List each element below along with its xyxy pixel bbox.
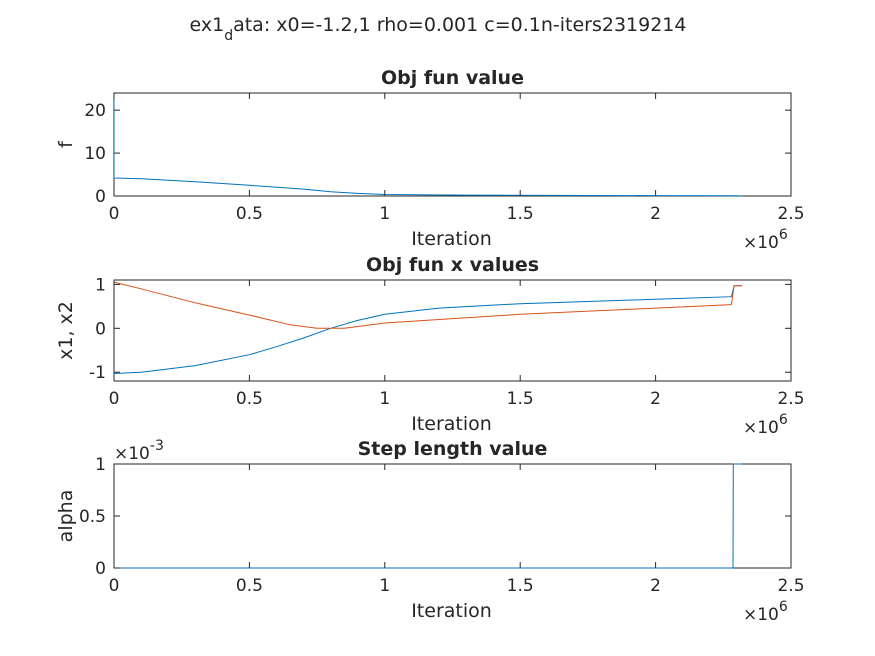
x-tick-label: 0: [109, 204, 120, 224]
y-tick-label: 0: [95, 187, 106, 207]
plot-area: [113, 92, 792, 197]
x-tick-label: 0: [109, 389, 120, 409]
subplot-1: 0 0.5 1 1.5 2 2.5 0 10 20 Obj fun value Iteration f…: [55, 67, 805, 253]
y-tick-label: 20: [84, 101, 106, 121]
y-tick-label: 1: [95, 455, 106, 475]
x-exponent-label: ×106: [743, 412, 788, 438]
x-tick-label: 0.5: [236, 389, 263, 409]
y-axis-label: alpha: [55, 490, 77, 543]
y-axis-label: x1, x2: [55, 301, 77, 360]
series-line-2: [114, 281, 742, 329]
x-tick-label: 0.5: [236, 576, 263, 596]
x-tick-label: 2: [650, 204, 661, 224]
figure-suptitle: ex1data: x0=-1.2,1 rho=0.001 c=0.1n-iter…: [190, 14, 687, 44]
x-tick-label: 1.5: [507, 576, 534, 596]
x-exponent-label: ×106: [743, 227, 788, 253]
y-axis-label: f: [55, 140, 77, 148]
x-tick-label: 0.5: [236, 204, 263, 224]
x-tick-label: 1: [379, 389, 390, 409]
y-tick-label: 1: [95, 275, 106, 295]
subplot-title: Obj fun value: [381, 67, 524, 89]
x-tick-label: 2.5: [777, 204, 804, 224]
y-tick-label: 0.5: [79, 507, 106, 527]
subplot-title: Step length value: [358, 438, 548, 460]
series-line-1: [114, 463, 742, 569]
plot-area: [113, 279, 792, 382]
x-tick-label: 1: [379, 576, 390, 596]
x-exponent-label: ×106: [743, 599, 788, 625]
x-tick-label: 2: [650, 389, 661, 409]
series-line-1: [114, 285, 742, 381]
x-axis-label: Iteration: [411, 413, 492, 435]
x-tick-label: 2: [650, 576, 661, 596]
series-line-1: [114, 92, 743, 197]
x-tick-label: 2.5: [777, 389, 804, 409]
subplot-title: Obj fun x values: [366, 254, 539, 276]
x-tick-label: 1.5: [507, 389, 534, 409]
y-tick-label: 0: [95, 319, 106, 339]
y-exponent-label: ×10-3: [114, 438, 164, 464]
x-tick-label: 2.5: [777, 576, 804, 596]
plot-area: [113, 463, 792, 569]
y-tick-label: 10: [84, 144, 106, 164]
y-tick-label: 0: [95, 559, 106, 579]
x-tick-label: 1: [379, 204, 390, 224]
x-axis-label: Iteration: [411, 600, 492, 622]
y-tick-label: -1: [89, 363, 106, 383]
x-axis-label: Iteration: [411, 228, 492, 250]
x-tick-label: 0: [109, 576, 120, 596]
x-tick-label: 1.5: [507, 204, 534, 224]
subplot-3: 0 0.5 1 1.5 2 2.5 0 0.5 1 Step length value Iterat…: [55, 438, 805, 625]
